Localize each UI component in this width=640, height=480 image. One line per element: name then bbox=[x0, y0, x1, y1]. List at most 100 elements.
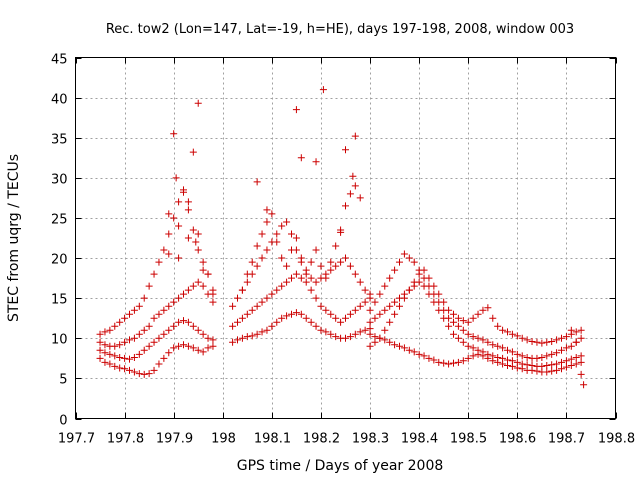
data-point bbox=[312, 278, 320, 286]
data-point bbox=[342, 146, 349, 154]
data-point bbox=[396, 342, 403, 350]
data-point bbox=[346, 262, 354, 270]
data-point bbox=[194, 230, 202, 238]
data-point bbox=[278, 254, 286, 262]
data-point bbox=[307, 286, 315, 294]
data-point bbox=[322, 274, 330, 282]
data-point bbox=[346, 310, 354, 318]
data-point bbox=[96, 354, 104, 362]
data-points bbox=[96, 86, 588, 389]
data-point bbox=[508, 348, 516, 356]
y-tick-label: 15 bbox=[51, 293, 68, 308]
data-point bbox=[548, 367, 556, 375]
data-point bbox=[332, 314, 340, 322]
data-point bbox=[538, 362, 546, 370]
data-point bbox=[484, 338, 492, 346]
data-point bbox=[297, 254, 305, 262]
data-point bbox=[499, 344, 507, 352]
data-point bbox=[209, 342, 217, 350]
data-point bbox=[165, 349, 173, 357]
x-tick-label: 198.1 bbox=[254, 432, 291, 447]
data-point bbox=[155, 310, 163, 318]
y-tick-label: 45 bbox=[51, 53, 68, 68]
data-point bbox=[184, 198, 192, 206]
x-axis-label: GPS time / Days of year 2008 bbox=[237, 458, 444, 474]
data-point bbox=[410, 258, 418, 266]
data-point bbox=[273, 286, 281, 294]
data-point bbox=[558, 334, 565, 342]
data-point bbox=[528, 337, 536, 345]
data-point bbox=[543, 338, 551, 346]
data-point bbox=[454, 334, 462, 342]
x-tick-label: 197.8 bbox=[107, 432, 144, 447]
data-point bbox=[518, 334, 526, 342]
data-point bbox=[366, 318, 374, 326]
data-point bbox=[283, 218, 291, 226]
data-point bbox=[126, 366, 133, 374]
data-point bbox=[106, 360, 114, 368]
x-tick-label: 198.6 bbox=[499, 432, 536, 447]
data-point bbox=[288, 230, 295, 238]
data-point bbox=[155, 258, 163, 266]
data-point bbox=[312, 294, 320, 302]
data-point bbox=[562, 344, 570, 352]
data-point bbox=[445, 314, 453, 322]
data-point bbox=[292, 106, 300, 114]
data-point bbox=[533, 354, 541, 362]
data-point bbox=[288, 274, 295, 282]
data-point bbox=[371, 298, 379, 306]
data-point bbox=[258, 298, 266, 306]
data-point bbox=[410, 278, 418, 286]
data-point bbox=[317, 302, 325, 310]
data-point bbox=[140, 294, 148, 302]
data-point bbox=[479, 306, 487, 314]
data-point bbox=[572, 338, 580, 346]
data-point bbox=[469, 314, 477, 322]
data-point bbox=[150, 314, 158, 322]
data-point bbox=[464, 330, 472, 338]
data-point bbox=[494, 342, 502, 350]
data-point bbox=[366, 342, 374, 350]
data-point bbox=[454, 322, 462, 330]
data-point bbox=[351, 182, 359, 190]
data-point bbox=[312, 158, 320, 166]
data-point bbox=[297, 274, 305, 282]
data-point bbox=[288, 246, 295, 254]
data-point bbox=[135, 302, 143, 310]
data-point bbox=[400, 294, 408, 302]
data-point bbox=[553, 336, 561, 344]
y-tick-label: 40 bbox=[51, 93, 68, 108]
data-point bbox=[248, 332, 256, 340]
data-point bbox=[189, 148, 197, 156]
data-point bbox=[180, 188, 187, 196]
data-point bbox=[199, 266, 207, 274]
data-point bbox=[327, 330, 335, 338]
data-point bbox=[405, 254, 413, 262]
data-point bbox=[278, 282, 286, 290]
data-point bbox=[577, 370, 585, 378]
data-point bbox=[489, 352, 497, 360]
data-point bbox=[528, 362, 536, 370]
data-point bbox=[126, 310, 133, 318]
data-point bbox=[199, 348, 207, 356]
data-point bbox=[116, 354, 124, 362]
data-point bbox=[342, 254, 349, 262]
x-tick-label: 198.7 bbox=[548, 432, 585, 447]
data-point bbox=[572, 328, 580, 336]
data-point bbox=[312, 246, 320, 254]
data-point bbox=[513, 332, 521, 340]
data-point bbox=[204, 334, 212, 342]
data-point bbox=[302, 278, 310, 286]
data-point bbox=[337, 228, 345, 236]
data-point bbox=[175, 198, 183, 206]
plot-frame bbox=[75, 57, 616, 419]
data-point bbox=[175, 342, 183, 350]
data-point bbox=[170, 322, 178, 330]
data-point bbox=[145, 370, 153, 378]
data-point bbox=[381, 326, 389, 334]
data-point bbox=[165, 230, 173, 238]
data-point bbox=[253, 302, 261, 310]
data-point bbox=[258, 254, 266, 262]
chart-title: Rec. tow2 (Lon=147, Lat=-19, h=HE), days… bbox=[106, 22, 574, 37]
data-point bbox=[302, 314, 310, 322]
